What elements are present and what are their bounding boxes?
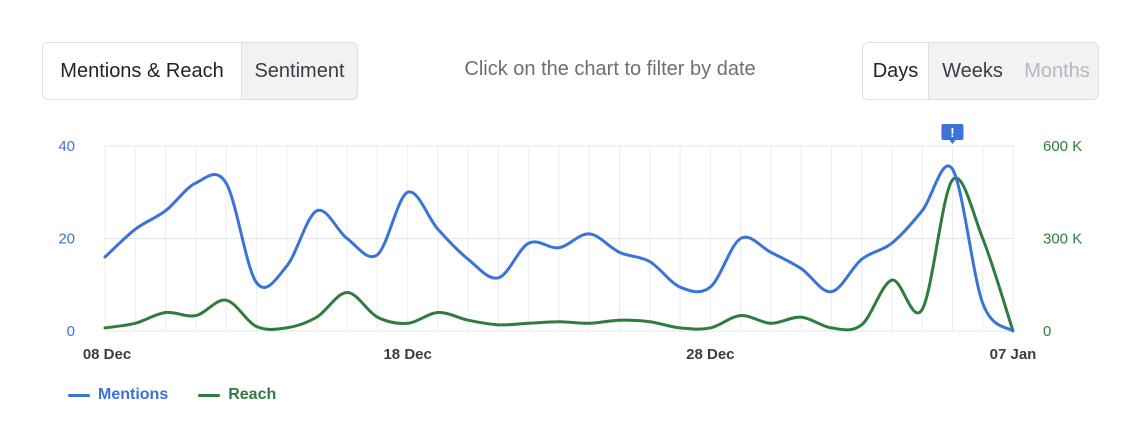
period-toggle: Days Weeks Months [862, 42, 1099, 100]
x-tick-label: 18 Dec [383, 346, 431, 363]
y-right-tick-label: 300 K [1043, 231, 1082, 248]
tab-weeks[interactable]: Weeks [929, 43, 1016, 99]
x-tick-label: 28 Dec [686, 346, 734, 363]
chart-legend: Mentions Reach [68, 386, 276, 404]
series-line-reach [103, 176, 1015, 333]
series-line-mentions [103, 164, 1015, 333]
mentions-reach-chart[interactable]: 0 20 40 0 300 K 600 K 08 Dec 18 Dec 28 Dec 07 Jan… [0, 118, 1140, 368]
x-tick-label: 08 Dec [83, 346, 131, 363]
legend-label-mentions: Mentions [98, 386, 169, 403]
legend-swatch-reach [198, 393, 221, 397]
x-tick-label: 07 Jan [990, 346, 1037, 363]
legend-item-reach[interactable]: Reach [198, 386, 276, 404]
y-left-tick-label: 0 [67, 323, 75, 340]
legend-label-reach: Reach [228, 386, 277, 403]
chart-hint: Click on the chart to filter by date [464, 58, 756, 80]
y-right-tick-label: 600 K [1043, 138, 1082, 155]
y-left-tick-label: 40 [58, 138, 75, 155]
tab-days[interactable]: Days [863, 43, 929, 99]
legend-swatch-mentions [68, 393, 90, 397]
legend-item-mentions[interactable]: Mentions [68, 386, 168, 404]
y-right-tick-label: 0 [1043, 323, 1051, 340]
tab-sentiment[interactable]: Sentiment [242, 43, 357, 99]
view-toggle: Mentions & Reach Sentiment [42, 42, 358, 100]
tab-mentions-reach[interactable]: Mentions & Reach [43, 43, 242, 99]
alert-marker-glyph: ! [950, 125, 954, 140]
alert-marker-icon [941, 124, 964, 144]
tab-months[interactable]: Months [1016, 43, 1098, 99]
y-left-tick-label: 20 [58, 231, 75, 248]
